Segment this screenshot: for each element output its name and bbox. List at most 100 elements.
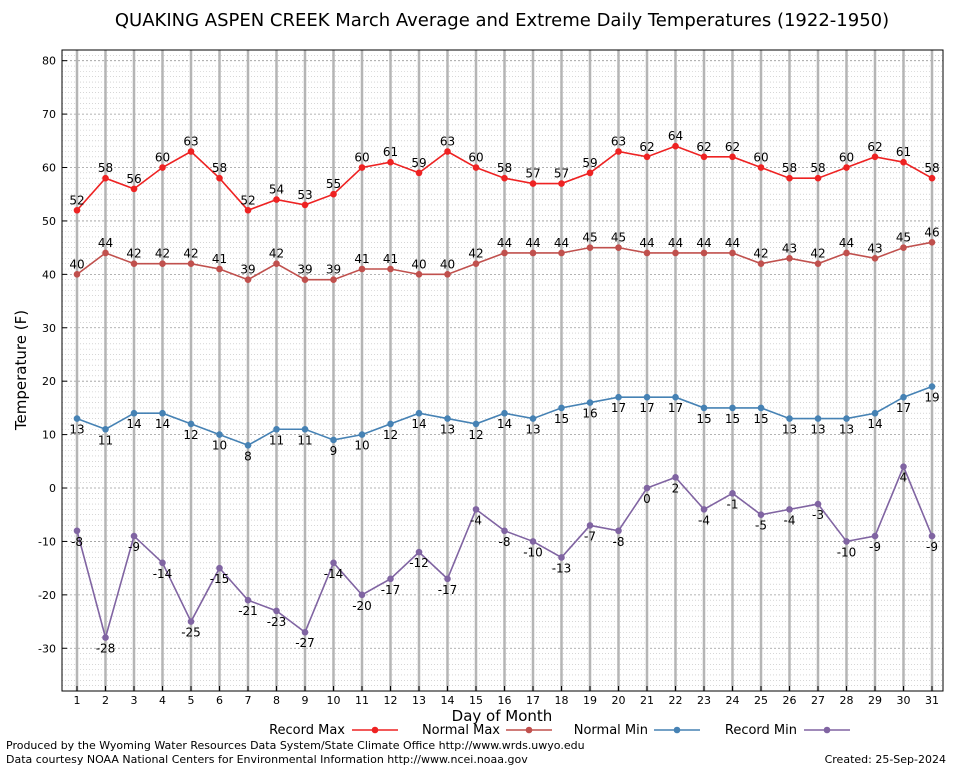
data-point [928,383,936,390]
data-label: -20 [352,599,372,613]
data-point [900,158,907,166]
data-label: 43 [782,241,797,255]
data-label: 58 [782,161,797,175]
data-point [159,409,166,417]
data-label: 45 [896,231,911,245]
data-point [757,164,765,171]
data-point [843,249,850,257]
data-label: 10 [354,439,369,453]
data-point [444,415,451,422]
data-point [672,474,679,481]
data-point [871,153,879,161]
legend-item: Normal Max [422,723,552,738]
data-label: 43 [867,241,882,255]
data-label: 62 [696,140,711,154]
data-label: 58 [497,161,512,175]
data-label: -17 [438,583,458,597]
x-tick-label: 5 [188,694,195,707]
legend: Record Max Normal Max Normal Min Record Min [269,723,850,738]
data-point [444,148,451,155]
y-tick-label: 40 [42,268,56,281]
data-label: 44 [639,236,654,250]
data-point [415,409,423,417]
data-label: 12 [183,428,198,442]
data-point [643,484,651,492]
data-point [244,206,252,214]
data-point [444,575,451,583]
data-point [814,174,822,182]
data-point [102,425,109,433]
data-label: -7 [584,529,596,543]
data-label: 54 [269,183,284,197]
data-point [187,618,195,625]
data-point [501,409,508,417]
data-point [786,506,793,513]
data-label: 13 [525,423,540,437]
data-point [529,249,537,257]
data-point [814,500,822,508]
legend-label: Normal Max [422,723,500,738]
data-label: 10 [212,439,227,453]
data-point [700,249,708,257]
data-label: 11 [269,433,284,447]
data-point [928,239,936,246]
data-label: 58 [924,161,939,175]
data-label: 45 [611,231,626,245]
data-label: -27 [295,636,315,650]
data-label: 42 [753,247,768,261]
data-label: 59 [582,156,597,170]
data-point [472,506,480,513]
data-point [586,522,594,529]
data-point [244,596,252,604]
data-point [672,393,679,401]
data-label: 42 [468,247,483,261]
data-label: 63 [611,134,626,148]
data-point [672,249,679,257]
data-point [700,506,708,513]
x-tick-label: 29 [868,694,882,707]
legend-item: Record Min [725,723,850,738]
y-tick-label: 80 [42,55,56,68]
data-point [130,532,138,540]
data-point [501,249,508,257]
data-label: 42 [155,247,170,261]
data-point [900,244,907,251]
data-label: 60 [468,151,483,165]
y-tick-label: -10 [38,535,56,548]
data-label: 9 [330,444,338,458]
data-point [415,548,423,556]
data-label: 11 [98,433,113,447]
data-point [216,265,223,273]
data-label: -4 [698,513,710,527]
data-label: 15 [753,412,768,426]
data-label: 52 [240,193,255,207]
data-label: 14 [126,417,141,431]
data-label: 57 [525,167,540,181]
footer-data-courtesy: Data courtesy NOAA National Centers for … [6,753,528,766]
data-label: 58 [98,161,113,175]
data-label: -3 [812,508,824,522]
data-point [871,255,879,262]
data-point [729,153,736,161]
data-point [615,393,622,401]
data-label: 44 [696,236,711,250]
data-point [330,559,337,567]
data-label: -15 [210,572,230,586]
data-point [472,420,480,428]
data-label: 12 [383,428,398,442]
data-point [358,164,366,171]
legend-marker [525,726,533,734]
data-point [672,142,679,150]
footer-created: Created: 25-Sep-2024 [824,753,946,766]
data-label: 19 [924,391,939,405]
data-label: 44 [554,236,569,250]
x-axis-label: Day of Month [452,707,553,725]
x-tick-label: 6 [216,694,223,707]
y-tick-label: 60 [42,162,56,175]
data-label: 14 [867,417,882,431]
data-label: -9 [128,540,140,554]
data-point [273,425,280,433]
data-label: 17 [896,401,911,415]
data-point [216,431,223,438]
